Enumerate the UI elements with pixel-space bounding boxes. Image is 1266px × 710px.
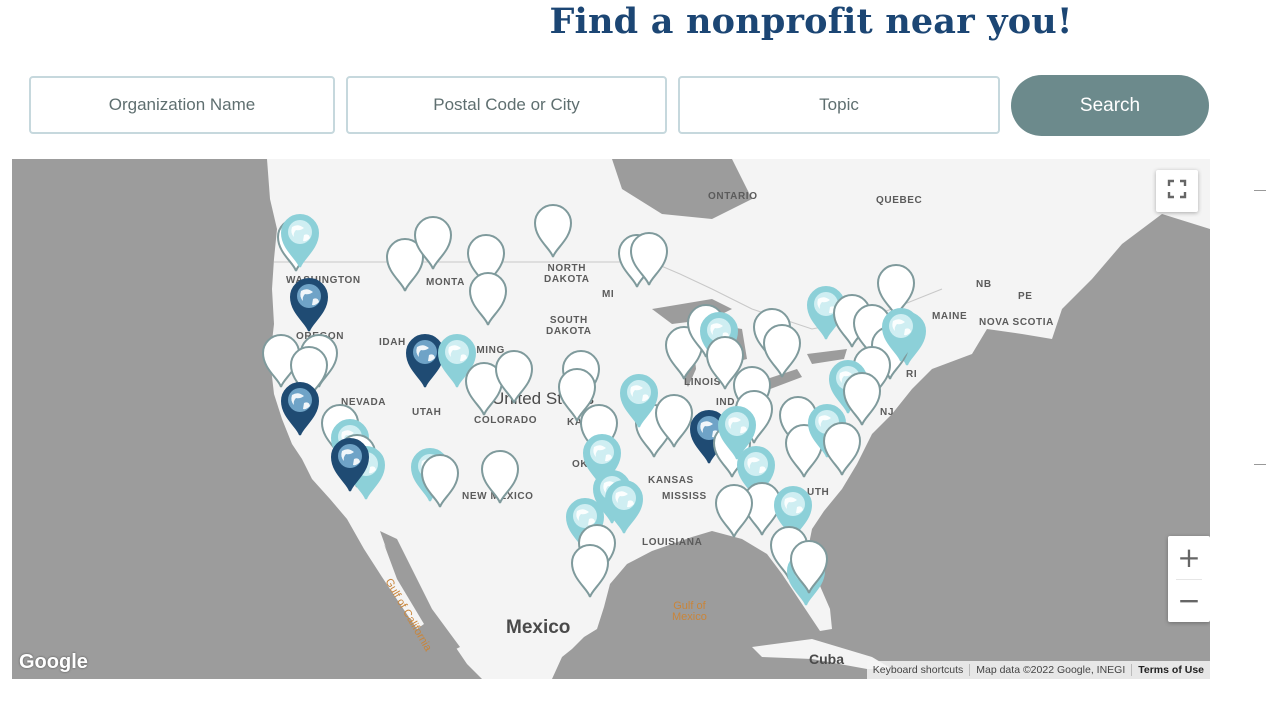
- map-label-montana: MONTA: [426, 277, 465, 288]
- map-label-quebec: QUEBEC: [876, 195, 923, 206]
- nonprofit-marker-light[interactable]: [734, 443, 778, 501]
- zoom-out-button[interactable]: −: [1177, 583, 1201, 617]
- map-label-indiana: IND: [716, 397, 736, 408]
- map-label-ontario: ONTARIO: [708, 191, 758, 202]
- nonprofit-marker-light[interactable]: [435, 331, 479, 389]
- page-edge-mark: [1254, 464, 1266, 465]
- nonprofit-marker-white[interactable]: [383, 235, 427, 293]
- search-button[interactable]: Search: [1011, 75, 1209, 136]
- nonprofit-marker-white[interactable]: [555, 365, 599, 423]
- map-label-maine: MAINE: [932, 311, 968, 322]
- lake-ontario: [807, 349, 847, 364]
- fullscreen-icon: [1167, 179, 1187, 203]
- map-label-oklahoma: OK: [572, 459, 589, 470]
- nonprofit-marker-white[interactable]: [478, 447, 522, 505]
- hudson-bay: [612, 159, 752, 219]
- nonprofit-marker-white[interactable]: [418, 451, 462, 509]
- nonprofit-marker-light[interactable]: [879, 305, 923, 363]
- nonprofit-marker-white[interactable]: [712, 481, 756, 539]
- map-label-kansas-short: KA: [567, 417, 583, 428]
- map-label-south-carolina: UTH: [807, 487, 830, 498]
- zoom-divider: [1176, 579, 1202, 580]
- nonprofit-marker-white[interactable]: [874, 261, 918, 319]
- topic-input[interactable]: [678, 76, 1000, 134]
- map-label-south-dakota: SOUTH DAKOTA: [546, 315, 592, 337]
- map-label-louisiana: LOUISIANA: [642, 537, 703, 548]
- nonprofit-marker-white[interactable]: [531, 201, 575, 259]
- map-label-idaho: IDAH: [379, 337, 406, 348]
- nonprofit-marker-light[interactable]: [715, 403, 759, 461]
- page-title: Find a nonprofit near you!: [549, 1, 1073, 42]
- nonprofit-marker-white[interactable]: [840, 369, 884, 427]
- nonprofit-marker-white[interactable]: [287, 343, 331, 401]
- attribution-separator: [1131, 664, 1133, 676]
- map-label-nevada: NEVADA: [341, 397, 387, 408]
- fullscreen-button[interactable]: [1156, 170, 1198, 212]
- map-label-utah: UTAH: [412, 407, 442, 418]
- nonprofit-marker-white[interactable]: [568, 541, 612, 599]
- map-label-mexico: Mexico: [506, 617, 571, 638]
- zoom-in-button[interactable]: +: [1177, 540, 1201, 574]
- postal-code-city-input[interactable]: [346, 76, 667, 134]
- cuba: [752, 639, 892, 669]
- nonprofit-marker-dark[interactable]: [328, 435, 372, 493]
- map-label-washington: WASHINGTON: [286, 275, 361, 286]
- nonprofit-marker-white[interactable]: [492, 347, 536, 405]
- nonprofit-marker-light[interactable]: [617, 371, 661, 429]
- gulf-of-california: [380, 531, 460, 651]
- nonprofit-marker-white[interactable]: [652, 391, 696, 449]
- keyboard-shortcuts-link[interactable]: Keyboard shortcuts: [872, 664, 964, 676]
- map-label-nb: NB: [976, 279, 992, 290]
- map-label-mississippi: MISSISS: [662, 491, 707, 502]
- nonprofit-marker-white[interactable]: [703, 333, 747, 391]
- nonprofit-marker-light[interactable]: [602, 477, 646, 535]
- map-label-cuba: Cuba: [809, 651, 844, 667]
- map-label-arkansas: KANSAS: [648, 475, 694, 486]
- nonprofit-map[interactable]: ONTARIO QUEBEC WASHINGTON MONTA NORTH DA…: [12, 159, 1210, 679]
- nonprofit-marker-dark[interactable]: [278, 379, 322, 437]
- nonprofit-marker-white[interactable]: [760, 321, 804, 379]
- map-label-illinois: LINOIS: [684, 377, 721, 388]
- map-label-minnesota: MI: [602, 289, 615, 300]
- nonprofit-marker-white[interactable]: [466, 269, 510, 327]
- map-label-wyoming: OMING: [468, 345, 505, 356]
- attribution-separator: [969, 664, 971, 676]
- nonprofit-marker-white[interactable]: [627, 229, 671, 287]
- map-label-colorado: COLORADO: [474, 415, 538, 426]
- nonprofit-marker-dark[interactable]: [403, 331, 447, 389]
- nonprofit-marker-white[interactable]: [464, 231, 508, 289]
- map-label-nj: NJ: [880, 407, 894, 418]
- nonprofit-marker-white[interactable]: [462, 359, 506, 417]
- zoom-controls: + −: [1168, 536, 1210, 622]
- map-label-nova-scotia: NOVA SCOTIA: [979, 317, 1054, 328]
- map-label-north-dakota: NORTH DAKOTA: [544, 263, 590, 285]
- nonprofit-marker-light[interactable]: [580, 431, 624, 489]
- map-label-pe: PE: [1018, 291, 1033, 302]
- page-edge-mark: [1254, 190, 1266, 191]
- organization-name-input[interactable]: [29, 76, 335, 134]
- nonprofit-marker-white[interactable]: [820, 419, 864, 477]
- nonprofit-marker-light[interactable]: [278, 211, 322, 269]
- map-label-gulf-of-mexico: Gulf of Mexico: [672, 600, 707, 623]
- nonprofit-marker-white[interactable]: [411, 213, 455, 271]
- nonprofit-marker-light[interactable]: [771, 483, 815, 541]
- nonprofit-marker-white[interactable]: [577, 401, 621, 459]
- map-attribution: Keyboard shortcuts Map data ©2022 Google…: [866, 661, 1210, 679]
- nonprofit-marker-white[interactable]: [787, 537, 831, 595]
- terms-of-use-link[interactable]: Terms of Use: [1138, 664, 1204, 676]
- google-logo: Google: [19, 651, 88, 673]
- nonprofit-marker-dark[interactable]: [287, 275, 331, 333]
- map-label-ri: RI: [906, 369, 918, 380]
- map-data-text: Map data ©2022 Google, INEGI: [976, 664, 1126, 676]
